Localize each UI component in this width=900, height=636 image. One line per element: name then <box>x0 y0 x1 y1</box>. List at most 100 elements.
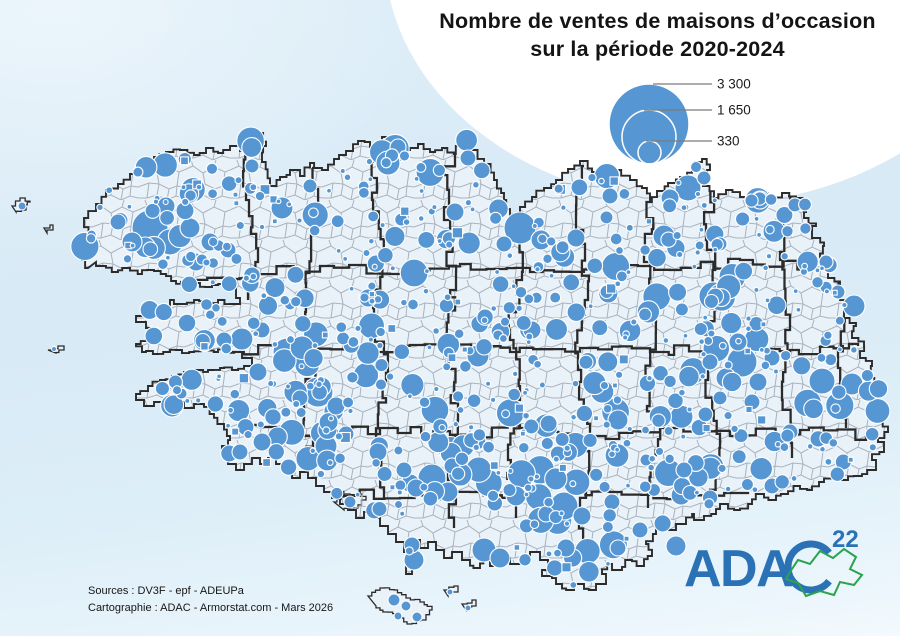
sales-bubble <box>608 450 616 459</box>
cotes-darmor-outline-icon <box>784 547 864 598</box>
sales-bubble <box>675 179 682 186</box>
sales-bubble <box>816 352 827 363</box>
sales-bubble <box>311 342 319 350</box>
sales-bubble <box>334 452 346 465</box>
sales-bubble <box>453 328 465 340</box>
sales-bubble <box>548 272 555 279</box>
sales-bubble <box>286 265 305 284</box>
sales-bubble <box>607 409 629 431</box>
sales-bubble <box>498 334 508 343</box>
sales-bubble <box>321 331 329 339</box>
sales-bubble <box>308 207 319 219</box>
sales-bubble <box>700 351 707 358</box>
sales-bubble <box>385 372 395 381</box>
sales-bubble <box>180 368 203 391</box>
sales-bubble <box>292 399 301 409</box>
sales-bubble <box>371 263 378 270</box>
sales-bubble <box>375 326 386 338</box>
sales-bubble <box>342 255 349 262</box>
map-title-line2: sur la période 2020-2024 <box>530 37 785 62</box>
sales-bubble <box>399 258 429 288</box>
sales-bubble <box>762 264 769 272</box>
sales-bubble <box>342 396 355 409</box>
sales-bubble <box>142 241 159 258</box>
sales-bubble <box>798 197 812 212</box>
sales-bubble <box>368 442 388 462</box>
sales-bubble <box>296 217 303 224</box>
sales-bubble <box>523 293 535 305</box>
sales-bubble <box>280 406 292 418</box>
sales-bubble <box>663 425 674 437</box>
sales-bubble <box>562 273 581 292</box>
sales-bubble <box>601 187 619 205</box>
sales-bubble <box>823 288 830 295</box>
sales-bubble <box>582 432 598 449</box>
sales-bubble <box>734 261 754 281</box>
sales-bubble <box>625 269 632 276</box>
sales-bubble <box>464 604 472 612</box>
sales-bubble <box>347 336 360 348</box>
sales-bubble <box>675 461 693 479</box>
sales-bubble <box>447 353 457 363</box>
sales-bubble <box>672 230 682 241</box>
sales-bubble <box>85 233 97 244</box>
sales-bubble <box>630 318 638 326</box>
sales-bubble <box>367 210 380 223</box>
sales-bubble <box>765 224 775 235</box>
sales-bubble <box>162 198 169 206</box>
sales-bubble <box>129 242 136 249</box>
sales-bubble <box>696 170 712 186</box>
sales-bubble <box>238 372 250 384</box>
sales-bubble <box>569 581 578 589</box>
sales-bubble <box>694 190 702 198</box>
sales-bubble <box>537 233 548 245</box>
sales-bubble <box>570 413 577 421</box>
sales-bubble <box>527 475 535 483</box>
sales-bubble <box>490 305 498 312</box>
sales-bubble <box>495 235 513 253</box>
sales-bubble <box>519 430 526 437</box>
sales-bubble <box>354 324 362 333</box>
sales-bubble <box>609 539 627 557</box>
sales-bubble <box>814 267 821 274</box>
sales-bubble <box>676 250 684 259</box>
sales-bubble <box>347 407 354 415</box>
sales-bubble <box>367 281 377 291</box>
sales-bubble <box>398 150 411 162</box>
sales-bubble <box>575 404 594 423</box>
sales-bubble <box>543 496 554 508</box>
sales-bubble <box>518 553 532 567</box>
sales-bubble <box>781 225 794 238</box>
sales-bubble <box>376 341 384 350</box>
sales-bubble <box>792 288 799 295</box>
sales-bubble <box>668 282 688 302</box>
sales-bubble <box>517 441 530 454</box>
sales-bubble <box>758 346 765 353</box>
sales-bubble <box>723 360 733 370</box>
sales-bubble <box>164 254 171 261</box>
sales-bubble <box>686 406 693 413</box>
sales-bubble <box>753 215 760 222</box>
sales-bubble <box>622 438 632 448</box>
sales-bubble <box>389 265 396 272</box>
sales-bubble <box>316 449 339 472</box>
sales-bubble <box>171 385 183 396</box>
sales-bubble <box>662 198 678 214</box>
sales-bubble <box>680 204 688 212</box>
sales-bubble <box>442 362 452 372</box>
sales-bubble <box>180 156 189 166</box>
sales-bubble <box>443 293 452 302</box>
sales-bubble <box>436 238 443 244</box>
sales-bubble <box>749 456 774 481</box>
sales-bubble <box>868 443 877 452</box>
sales-bubble <box>609 232 623 246</box>
sales-bubble <box>472 428 487 442</box>
sales-bubble <box>417 230 436 249</box>
sales-bubble <box>678 365 700 388</box>
sales-bubble <box>284 383 292 390</box>
sales-bubble <box>384 225 406 248</box>
sales-bubble <box>184 397 191 404</box>
sales-bubble <box>631 521 649 539</box>
sales-bubble <box>561 562 572 573</box>
sales-bubble <box>499 316 511 327</box>
